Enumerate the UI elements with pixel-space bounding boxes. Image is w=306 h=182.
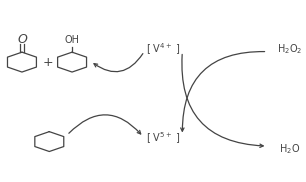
Text: [ V$^{4+}$ ]: [ V$^{4+}$ ] bbox=[146, 42, 181, 57]
Text: H$_2$O: H$_2$O bbox=[279, 142, 300, 156]
Text: H$_2$O$_2$: H$_2$O$_2$ bbox=[277, 43, 302, 56]
Text: +: + bbox=[43, 56, 53, 69]
Text: [ V$^{5+}$ ]: [ V$^{5+}$ ] bbox=[146, 130, 181, 146]
Text: OH: OH bbox=[65, 35, 80, 45]
Text: O: O bbox=[17, 33, 27, 46]
